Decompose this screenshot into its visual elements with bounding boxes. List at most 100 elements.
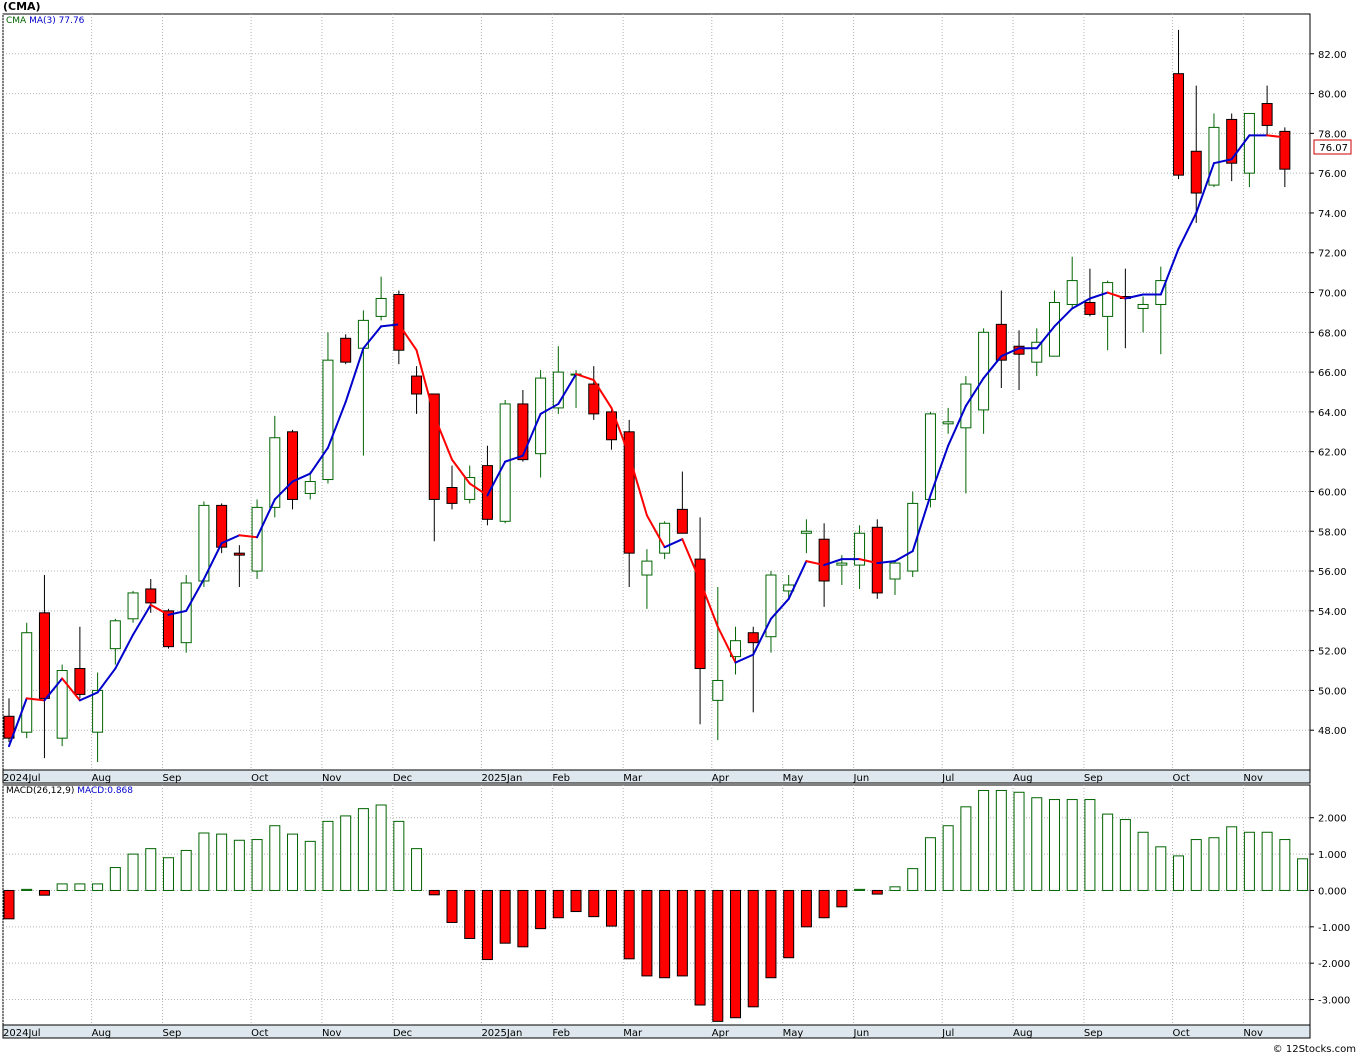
macd-bar-positive — [269, 825, 281, 891]
legend-macd-label: MACD(26,12,9) — [6, 786, 75, 796]
candle-body-up — [56, 670, 68, 739]
macd-x-tick-label: Dec — [393, 1028, 412, 1039]
price-x-tick-label: Jun — [853, 773, 870, 784]
macd-panel-frame — [2, 784, 1311, 1026]
candle-body-down — [694, 558, 706, 670]
candle — [747, 626, 759, 713]
candle-body-up — [1066, 280, 1078, 305]
candle-body-up — [836, 562, 848, 566]
macd-bar-positive — [924, 837, 936, 891]
ma3-segment — [1212, 158, 1233, 165]
macd-y-tick-label: 2.000 — [1318, 814, 1347, 825]
price-x-tick-label: Aug — [92, 773, 112, 784]
macd-bar-positive — [109, 867, 121, 891]
candle-body-down — [623, 431, 635, 554]
ma3-segment — [982, 355, 1003, 380]
candle-body-up — [322, 359, 334, 481]
ma3-segment — [78, 691, 99, 702]
ma3-segment — [309, 446, 329, 475]
candle — [588, 366, 600, 420]
macd-bar-positive — [287, 833, 299, 891]
ma3-segment — [681, 538, 702, 582]
ma3-segment — [716, 625, 737, 664]
macd-bar-positive — [127, 853, 139, 891]
macd-bar-negative — [871, 889, 883, 895]
candle — [1048, 290, 1060, 357]
last-price-value: 76.07 — [1319, 143, 1348, 154]
candle-body-up — [180, 582, 192, 644]
price-y-tick-label: 74.00 — [1318, 209, 1347, 220]
candle — [56, 664, 68, 747]
ma3-segment — [823, 558, 843, 567]
ma3-segment — [132, 603, 152, 636]
macd-bar-negative — [499, 889, 511, 944]
price-y-tick-label: 70.00 — [1318, 289, 1347, 300]
price-y-tick-label: 76.00 — [1318, 169, 1347, 180]
candle-body-down — [1190, 150, 1202, 194]
price-y-tick-label: 48.00 — [1318, 726, 1347, 737]
candle-body-down — [216, 504, 228, 548]
macd-bar-positive — [907, 868, 919, 891]
candle-body-up — [21, 632, 33, 733]
candle-body-up — [1243, 112, 1255, 174]
macd-bar-negative — [464, 889, 476, 939]
candle — [765, 571, 777, 653]
candle-body-up — [1048, 301, 1060, 357]
ma3-segment — [344, 347, 365, 403]
macd-x-tick-label: Nov — [1243, 1028, 1263, 1039]
ma3-segment — [149, 603, 170, 616]
macd-bar-positive — [162, 857, 174, 891]
ma3-segment — [663, 538, 684, 549]
candle — [712, 586, 724, 741]
candle — [446, 465, 458, 510]
ma3-segment — [433, 414, 453, 461]
candle — [127, 590, 139, 623]
macd-bar-positive — [1297, 858, 1309, 891]
macd-bar-negative — [446, 889, 458, 923]
price-y-tick-label: 68.00 — [1318, 328, 1347, 339]
ma3-segment — [876, 560, 896, 565]
macd-bar-positive — [1243, 831, 1255, 891]
ma3-segment — [185, 578, 205, 612]
candle-body-up — [800, 530, 812, 534]
price-y-tick-label: 58.00 — [1318, 527, 1347, 538]
legend-symbol: CMA — [6, 16, 27, 26]
ma3-segment — [256, 498, 276, 539]
ma3-segment — [415, 349, 436, 417]
candle-body-up — [269, 437, 281, 508]
ma3-segment — [504, 454, 524, 463]
ma3-segment — [43, 677, 64, 702]
chart-title: (CMA) — [3, 0, 41, 13]
candle-body-down — [393, 294, 405, 351]
macd-bar-positive — [21, 888, 33, 891]
candle — [287, 429, 299, 510]
macd-bar-negative — [481, 889, 493, 961]
macd-bar-negative — [730, 889, 742, 1019]
price-x-tick-label: Oct — [251, 773, 268, 784]
price-x-tick-label: Jul — [941, 773, 954, 784]
candle-body-down — [411, 375, 423, 395]
macd-bar-positive — [1173, 855, 1185, 891]
ma3-segment — [291, 472, 312, 483]
macd-bar-negative — [747, 889, 759, 1008]
ma3-segment — [1177, 211, 1198, 250]
macd-x-tick-label: Jun — [853, 1028, 870, 1039]
ma3-segment — [1230, 134, 1251, 161]
macd-x-tick-label: Mar — [623, 1028, 643, 1039]
price-y-tick-label: 60.00 — [1318, 487, 1347, 498]
candle-body-down — [517, 403, 529, 461]
candle-body-down — [287, 431, 299, 500]
macd-bar-positive — [1155, 846, 1167, 891]
macd-bar-negative — [694, 889, 706, 1006]
macd-bar-positive — [92, 883, 104, 891]
price-y-tick-label: 78.00 — [1318, 129, 1347, 140]
candle — [517, 390, 529, 462]
price-x-tick-label: Sep — [162, 773, 181, 784]
candle — [730, 626, 742, 675]
candle — [924, 411, 936, 508]
candle — [38, 575, 50, 759]
ma3-segment — [1195, 162, 1215, 214]
macd-bar-negative — [641, 889, 653, 977]
ma3-segment — [964, 377, 985, 407]
ma3-segment — [1106, 291, 1127, 300]
